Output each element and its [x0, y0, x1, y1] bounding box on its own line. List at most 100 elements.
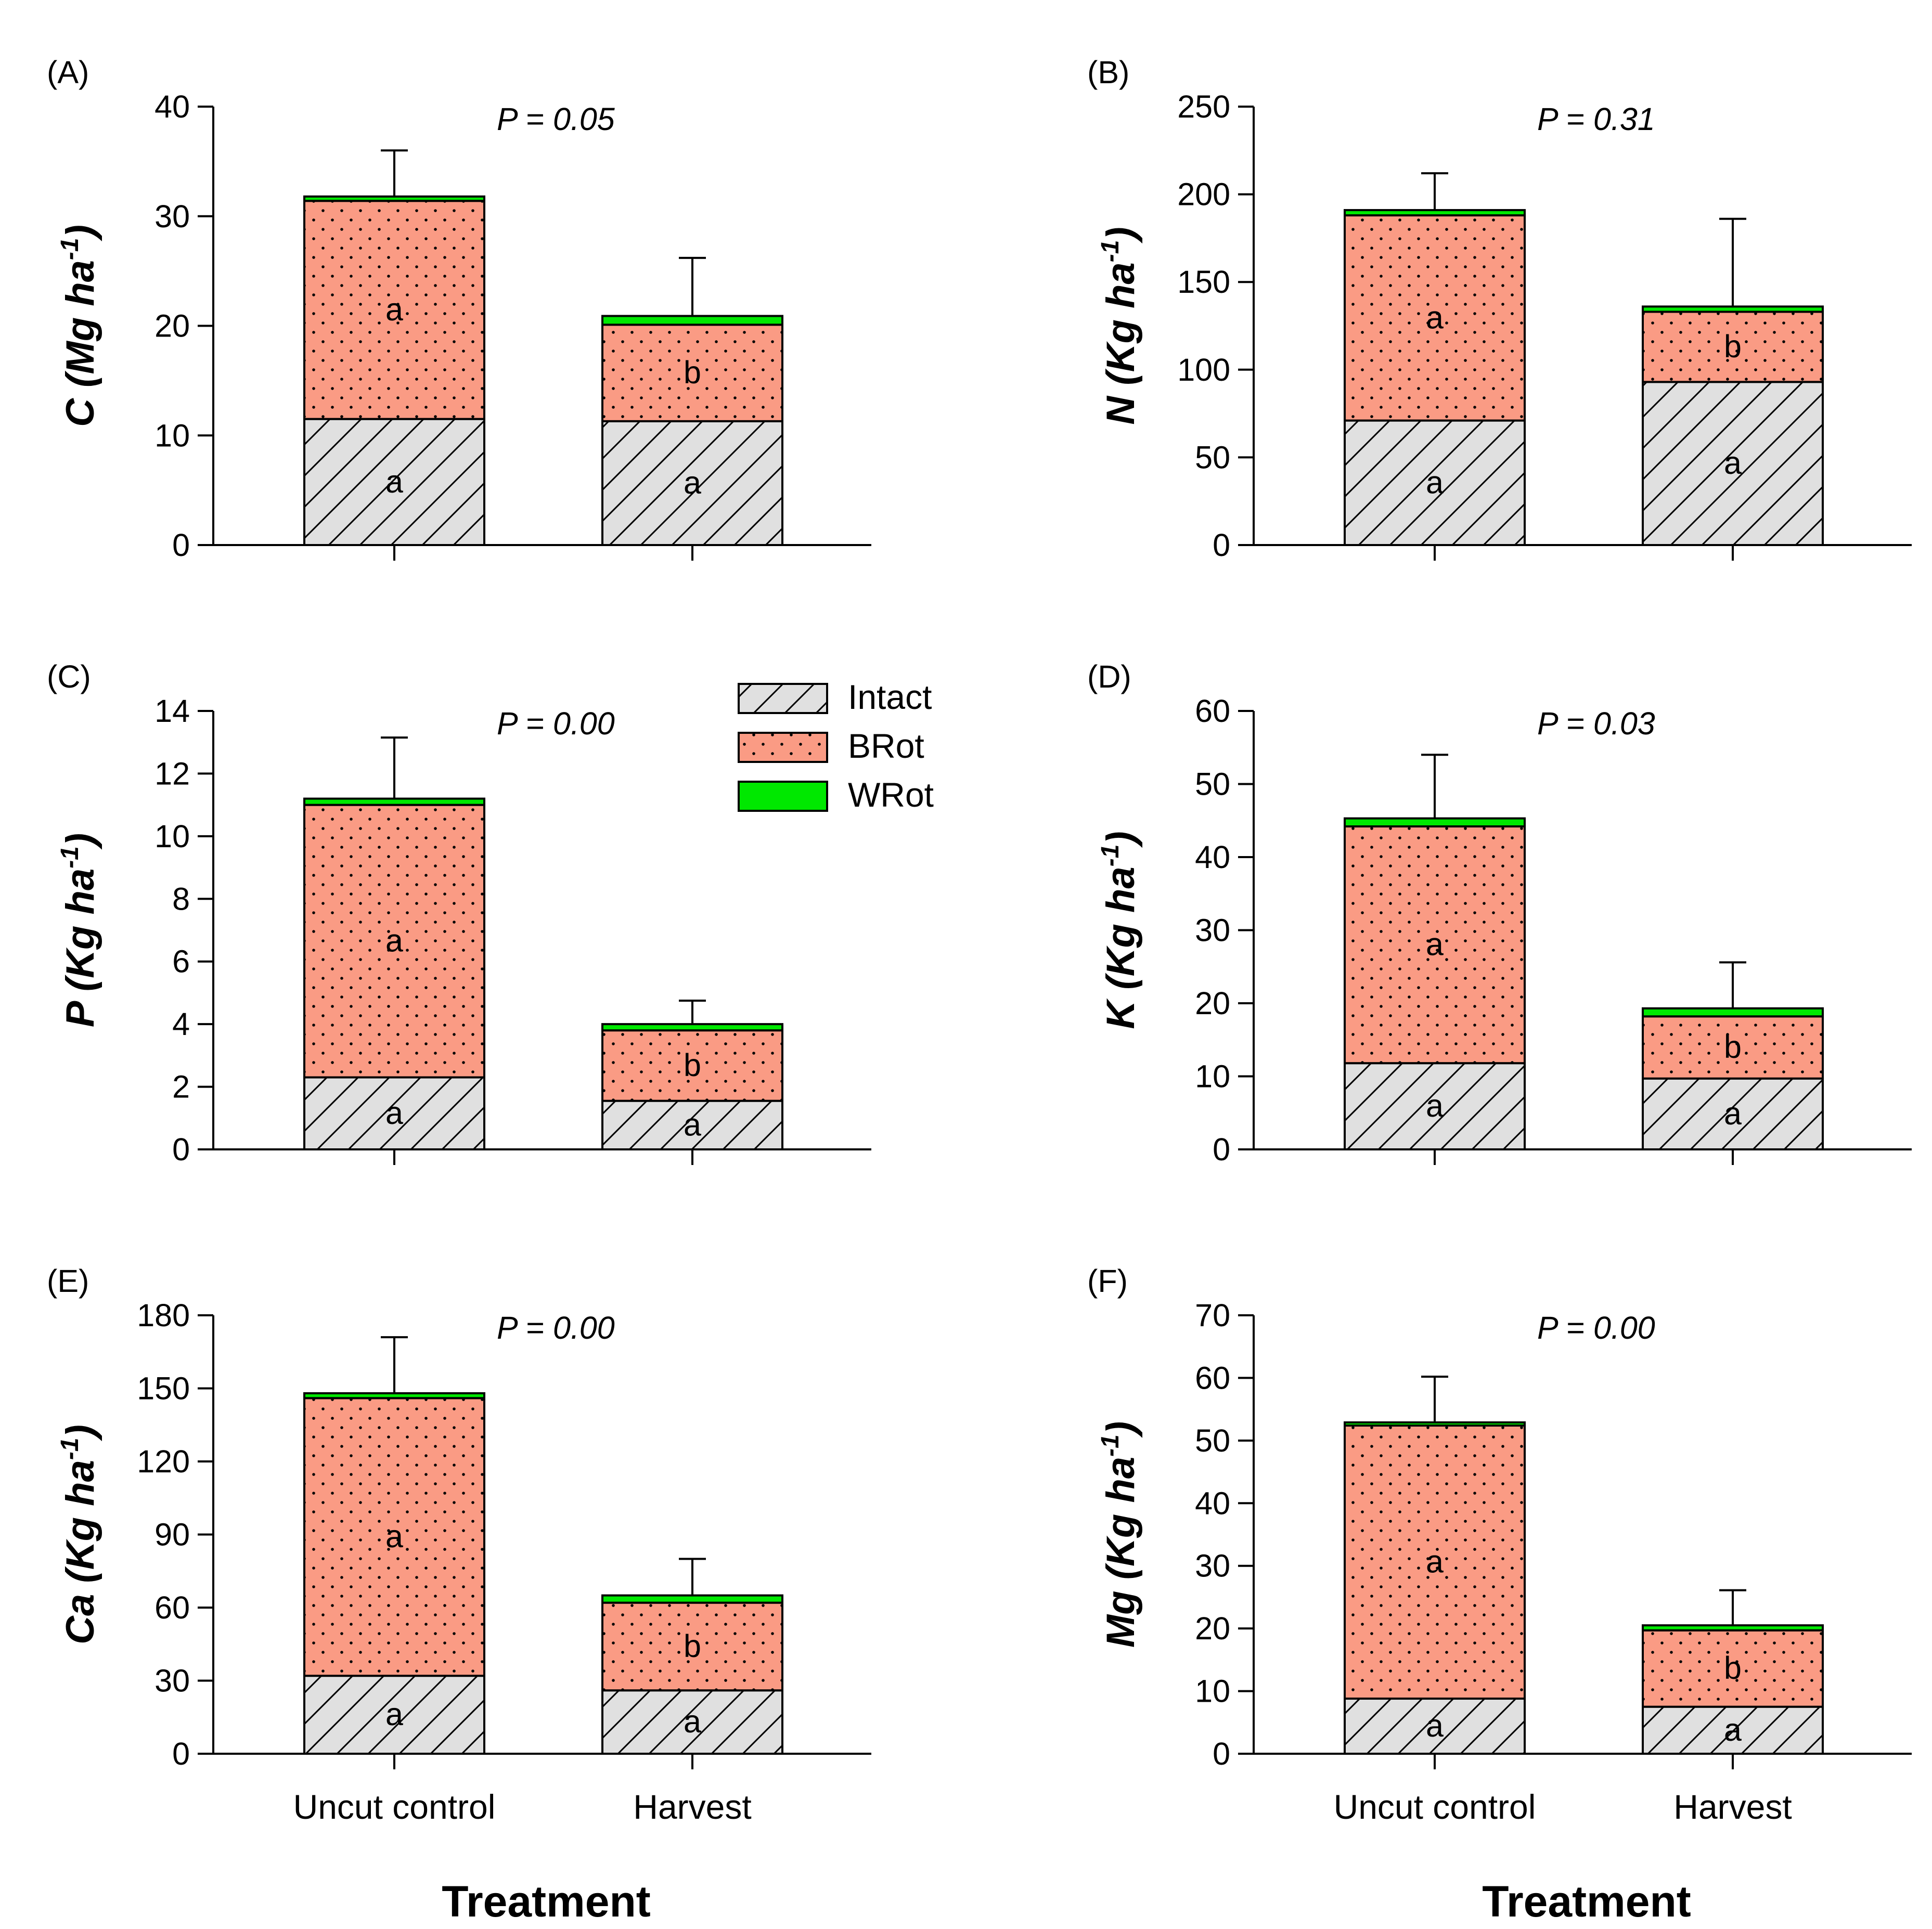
y-axis-label-main: C (Mg ha: [58, 260, 102, 427]
y-tick-label: 60: [1195, 693, 1230, 729]
panel-b: (B) N (Kg ha-1) a a a b 0 50 100 150 200 250 P = 0.3…: [1087, 55, 1912, 563]
x-tick-label: Uncut control: [293, 1788, 496, 1826]
y-tick-label: 8: [172, 881, 190, 916]
y-tick-label: 30: [154, 1663, 190, 1699]
y-tick-label: 60: [154, 1590, 190, 1625]
x-tick-label: Uncut control: [1334, 1788, 1536, 1826]
bar-intact-harvest: [1642, 1705, 1824, 1755]
y-tick-label: 20: [1195, 986, 1230, 1021]
bar-wrot-harvest: [1642, 1007, 1824, 1018]
y-axis-label-sup: -1: [56, 1438, 84, 1460]
legend: Intact BRot WRot: [738, 678, 934, 814]
legend-label-wrot: WRot: [848, 775, 934, 814]
significance-letter: a: [1724, 445, 1742, 481]
y-axis-label: Mg (Kg ha-1): [1097, 1421, 1143, 1648]
y-tick-label: 70: [1195, 1298, 1230, 1333]
y-tick-label: 0: [1213, 1132, 1230, 1167]
y-tick-label: 4: [172, 1006, 190, 1042]
y-axis-label-main: N (Kg ha: [1099, 262, 1143, 424]
panel-label: (F): [1087, 1263, 1128, 1299]
y-axis-label-sup: -1: [56, 846, 84, 869]
bar-brot-uncut: [303, 804, 485, 1079]
y-tick-label: 180: [137, 1298, 190, 1333]
bar-wrot-uncut: [1344, 817, 1526, 827]
y-axis-label-main: K (Kg ha: [1099, 866, 1143, 1029]
significance-letter: a: [684, 1107, 701, 1142]
bar-brot-uncut: [1344, 1424, 1526, 1700]
panel-e: (E) Ca (Kg ha-1) a a Uncut control a b Harvest 0…: [47, 1263, 871, 1826]
y-tick-label: 30: [154, 199, 190, 234]
bar-wrot-uncut: [303, 1392, 485, 1400]
significance-letter: a: [1426, 464, 1444, 500]
significance-letter: a: [385, 1095, 403, 1131]
y-axis-label-main: Mg (Kg ha: [1099, 1457, 1143, 1648]
y-axis-label-sup: -1: [1097, 845, 1124, 867]
bar-wrot-harvest: [1642, 305, 1824, 313]
bar-intact-harvest: [601, 420, 783, 546]
x-tick-label: Harvest: [633, 1788, 751, 1826]
significance-letter: b: [684, 355, 701, 390]
y-tick-label: 2: [172, 1069, 190, 1105]
y-tick-label: 90: [154, 1517, 190, 1552]
y-tick-label: 250: [1177, 89, 1230, 124]
y-tick-label: 60: [1195, 1360, 1230, 1395]
bar-intact-uncut: [1344, 1062, 1526, 1150]
significance-letter: a: [1724, 1096, 1742, 1131]
significance-letter: a: [385, 923, 403, 959]
panel-label: (D): [1087, 659, 1131, 694]
bar-wrot-harvest: [601, 1023, 783, 1032]
y-tick-label: 0: [172, 1736, 190, 1771]
y-tick-label: 14: [154, 693, 190, 729]
y-axis-label-sup: -1: [1097, 1434, 1124, 1457]
bar-wrot-uncut: [1344, 1421, 1526, 1427]
bar-wrot-harvest: [601, 1594, 783, 1604]
y-tick-label: 10: [1195, 1674, 1230, 1709]
x-axis-title: Treatment: [1482, 1877, 1691, 1926]
significance-letter: a: [1426, 1708, 1444, 1743]
significance-letter: a: [385, 292, 403, 327]
y-tick-label: 50: [1195, 767, 1230, 802]
y-tick-label: 0: [172, 527, 190, 563]
bar-wrot-uncut: [1344, 209, 1526, 217]
bar-wrot-harvest: [1642, 1624, 1824, 1632]
y-tick-label: 10: [154, 418, 190, 453]
y-tick-label: 10: [1195, 1059, 1230, 1094]
p-value: P = 0.00: [1537, 1310, 1655, 1345]
significance-letter: a: [1426, 1088, 1444, 1123]
bar-brot-uncut: [303, 1397, 485, 1677]
bar-intact-uncut: [303, 1675, 485, 1755]
panel-label: (A): [47, 55, 89, 90]
p-value: P = 0.00: [497, 1310, 615, 1345]
y-tick-label: 40: [1195, 1485, 1230, 1521]
y-axis-label-main: P (Kg ha: [58, 869, 102, 1027]
y-tick-label: 50: [1195, 1423, 1230, 1458]
y-tick-label: 50: [1195, 439, 1230, 475]
p-value: P = 0.03: [1537, 706, 1655, 741]
y-axis-label: N (Kg ha-1): [1097, 227, 1143, 424]
y-axis-label-main: Ca (Kg ha: [58, 1460, 102, 1645]
legend-swatch-intact: [738, 683, 828, 714]
significance-letter: a: [1426, 300, 1444, 335]
bar-intact-uncut: [303, 418, 485, 547]
bar-intact-uncut: [1344, 419, 1526, 547]
significance-letter: a: [385, 1519, 403, 1554]
legend-swatch-brot: [738, 732, 828, 763]
y-axis-label: Ca (Kg ha-1): [56, 1425, 102, 1645]
y-tick-label: 10: [154, 819, 190, 854]
y-axis-label: C (Mg ha-1): [56, 225, 102, 427]
y-axis-label: P (Kg ha-1): [56, 833, 102, 1027]
y-tick-label: 150: [137, 1371, 190, 1406]
y-tick-label: 0: [172, 1132, 190, 1167]
y-tick-label: 150: [1177, 264, 1230, 300]
bar-brot-harvest: [601, 1601, 783, 1692]
y-axis-label: K (Kg ha-1): [1097, 831, 1143, 1029]
legend-label-intact: Intact: [848, 678, 932, 716]
y-tick-label: 40: [154, 89, 190, 124]
y-tick-label: 20: [154, 308, 190, 344]
y-axis-label-sup: -1: [1097, 240, 1124, 263]
bar-intact-uncut: [1344, 1698, 1526, 1755]
bar-wrot-uncut: [303, 797, 485, 806]
